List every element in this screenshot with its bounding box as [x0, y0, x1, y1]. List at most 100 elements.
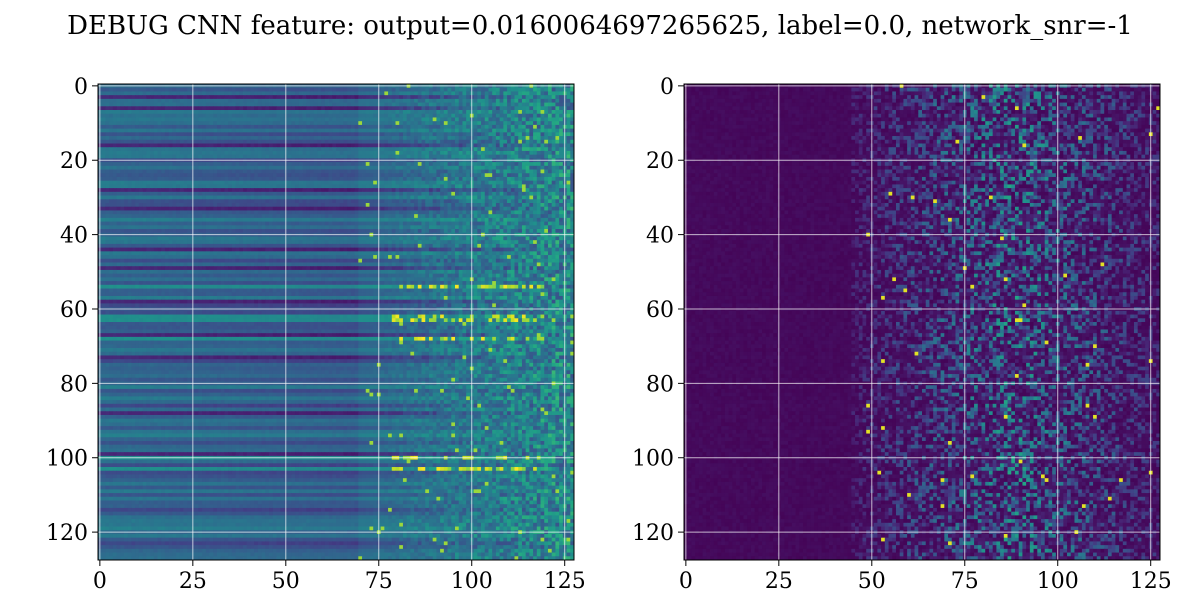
heatmap-cell [165, 181, 169, 185]
heatmap-cell [317, 144, 321, 148]
heatmap-cell [392, 192, 396, 196]
heatmap-cell [429, 144, 433, 148]
heatmap-cell [262, 110, 266, 114]
heatmap-cell [139, 129, 143, 133]
heatmap-cell [466, 144, 470, 148]
heatmap-cell [567, 103, 571, 107]
heatmap-cell [232, 91, 236, 95]
heatmap-cell [455, 88, 459, 92]
heatmap-cell [451, 91, 455, 95]
heatmap-cell [422, 117, 426, 121]
heatmap-cell [105, 199, 109, 203]
heatmap-cell [210, 177, 214, 181]
heatmap-cell [280, 166, 284, 170]
heatmap-cell [187, 170, 191, 174]
heatmap-cell [113, 218, 117, 222]
heatmap-cell [161, 214, 165, 218]
heatmap-cell [202, 117, 206, 121]
heatmap-cell [265, 210, 269, 214]
heatmap-cell [507, 162, 511, 166]
heatmap-cell [139, 203, 143, 207]
heatmap-cell [254, 199, 258, 203]
heatmap-cell [202, 106, 206, 110]
heatmap-cell [232, 184, 236, 188]
heatmap-cell [541, 222, 545, 226]
heatmap-cell [280, 155, 284, 159]
heatmap-cell [198, 214, 202, 218]
heatmap-cell [347, 173, 351, 177]
heatmap-cell [507, 181, 511, 185]
heatmap-cell [169, 188, 173, 192]
heatmap-cell [444, 136, 448, 140]
heatmap-cell [172, 181, 176, 185]
heatmap-cell [109, 147, 113, 151]
heatmap-cell [533, 140, 537, 144]
heatmap-cell [544, 199, 548, 203]
heatmap-cell [533, 207, 537, 211]
heatmap-cell [336, 192, 340, 196]
heatmap-cell [265, 181, 269, 185]
heatmap-cell [247, 88, 251, 92]
heatmap-cell [369, 173, 373, 177]
heatmap-cell [384, 106, 388, 110]
heatmap-cell [384, 196, 388, 200]
heatmap-cell [124, 196, 128, 200]
heatmap-cell [332, 173, 336, 177]
heatmap-cell [440, 225, 444, 229]
heatmap-cell [459, 210, 463, 214]
heatmap-cell [343, 210, 347, 214]
heatmap-cell [265, 114, 269, 118]
heatmap-cell [161, 181, 165, 185]
heatmap-cell [239, 181, 243, 185]
heatmap-cell [135, 214, 139, 218]
heatmap-cell [217, 184, 221, 188]
heatmap-cell [221, 173, 225, 177]
heatmap-cell [336, 106, 340, 110]
heatmap-cell [481, 177, 485, 181]
heatmap-cell [243, 129, 247, 133]
heatmap-cell [351, 132, 355, 136]
heatmap-cell [195, 199, 199, 203]
heatmap-cell [113, 192, 117, 196]
heatmap-cell [481, 95, 485, 99]
heatmap-cell [515, 114, 519, 118]
heatmap-cell [485, 222, 489, 226]
heatmap-cell [529, 214, 533, 218]
heatmap-cell [143, 106, 147, 110]
heatmap-cell [492, 199, 496, 203]
heatmap-cell [488, 188, 492, 192]
heatmap-cell [172, 151, 176, 155]
heatmap-cell [340, 125, 344, 129]
heatmap-cell [526, 136, 530, 140]
heatmap-cell [265, 173, 269, 177]
heatmap-cell [462, 117, 466, 121]
heatmap-cell [358, 136, 362, 140]
heatmap-cell [515, 121, 519, 125]
heatmap-cell [544, 181, 548, 185]
heatmap-cell [146, 125, 150, 129]
heatmap-cell [269, 114, 273, 118]
heatmap-cell [533, 222, 537, 226]
heatmap-cell [396, 129, 400, 133]
heatmap-cell [555, 203, 559, 207]
heatmap-cell [544, 170, 548, 174]
heatmap-cell [102, 114, 106, 118]
heatmap-cell [228, 88, 232, 92]
heatmap-cell [436, 177, 440, 181]
heatmap-cell [254, 177, 258, 181]
heatmap-cell [567, 210, 571, 214]
heatmap-cell [202, 136, 206, 140]
heatmap-cell [492, 144, 496, 148]
heatmap-cell [165, 88, 169, 92]
heatmap-cell [187, 177, 191, 181]
heatmap-cell [522, 222, 526, 226]
heatmap-cell [455, 144, 459, 148]
heatmap-cell [358, 184, 362, 188]
heatmap-cell [262, 192, 266, 196]
heatmap-cell [440, 214, 444, 218]
heatmap-cell [425, 222, 429, 226]
heatmap-cell [158, 170, 162, 174]
heatmap-cell [477, 192, 481, 196]
heatmap-cell [436, 207, 440, 211]
heatmap-cell [239, 218, 243, 222]
